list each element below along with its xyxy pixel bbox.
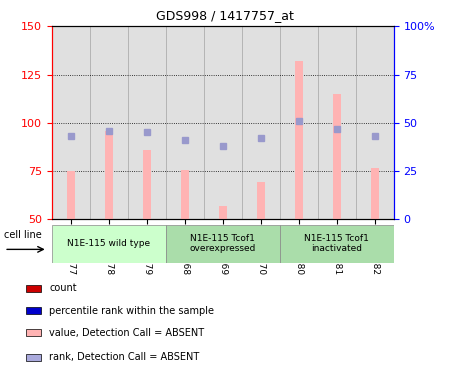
Bar (143, 150, 151, 219)
Bar (26, 307, 41, 314)
Bar (52, 225, 166, 262)
Text: N1E-115 Tcof1
overexpressed: N1E-115 Tcof1 overexpressed (189, 234, 256, 254)
Bar (333, 94, 341, 219)
FancyBboxPatch shape (90, 26, 128, 219)
Bar (166, 225, 280, 262)
Text: rank, Detection Call = ABSENT: rank, Detection Call = ABSENT (49, 352, 199, 362)
Text: count: count (49, 283, 76, 293)
Text: GDS998 / 1417757_at: GDS998 / 1417757_at (156, 9, 294, 22)
Bar (104, 130, 113, 219)
Bar (256, 182, 265, 219)
Bar (180, 170, 189, 219)
Bar (26, 285, 41, 292)
FancyBboxPatch shape (52, 26, 90, 219)
FancyBboxPatch shape (128, 26, 166, 219)
Bar (370, 168, 379, 219)
Bar (280, 225, 394, 262)
Text: N1E-115 Tcof1
inactivated: N1E-115 Tcof1 inactivated (304, 234, 369, 254)
Text: percentile rank within the sample: percentile rank within the sample (49, 306, 214, 315)
Bar (295, 61, 303, 219)
Bar (26, 354, 41, 361)
Bar (26, 329, 41, 336)
Text: N1E-115 wild type: N1E-115 wild type (67, 239, 150, 248)
FancyBboxPatch shape (318, 26, 356, 219)
Text: cell line: cell line (4, 231, 42, 240)
Bar (219, 206, 227, 219)
FancyBboxPatch shape (356, 26, 394, 219)
Bar (67, 171, 75, 219)
FancyBboxPatch shape (242, 26, 280, 219)
FancyBboxPatch shape (166, 26, 204, 219)
FancyBboxPatch shape (204, 26, 242, 219)
FancyBboxPatch shape (280, 26, 318, 219)
Text: value, Detection Call = ABSENT: value, Detection Call = ABSENT (49, 328, 204, 338)
